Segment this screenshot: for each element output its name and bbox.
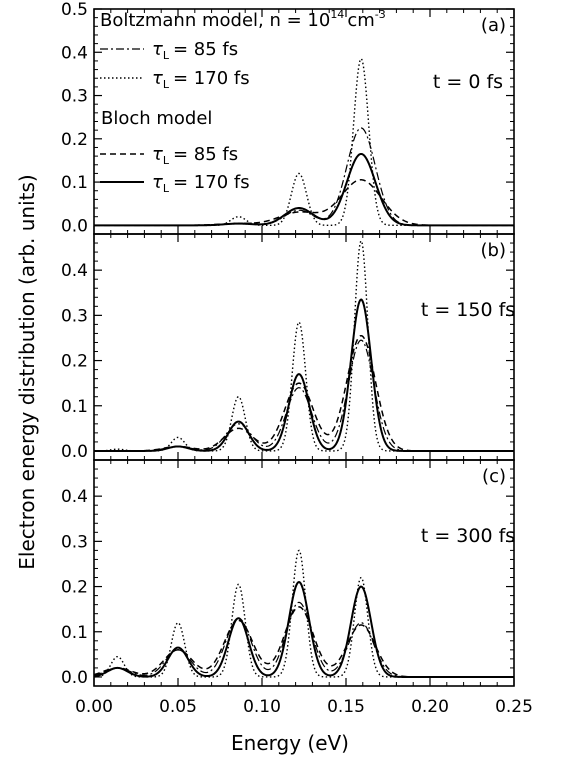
legend-group2-title: Bloch model [101,108,212,129]
y-tick-label: 0.0 [61,216,88,236]
series-line-boltzmann-85 [94,339,514,452]
series-line-boltzmann-170 [93,549,514,678]
data-curves [93,58,514,678]
y-tick-label: 0.1 [61,397,88,417]
legend-entry-label: τL = 170 fs [152,68,250,91]
y-tick-label: 0.2 [61,130,88,150]
y-tick-label: 0.3 [61,306,88,326]
y-tick-label: 0.0 [61,442,88,462]
y-tick-label: 0.0 [61,668,88,688]
y-tick-label: 0.4 [61,43,88,63]
x-tick-label: 0.10 [243,697,281,717]
y-tick-label: 0.1 [61,173,88,193]
legend-entry-label: τL = 85 fs [152,39,238,62]
legend: Boltzmann model, n = 1014 cm-3 Bloch mode… [100,8,386,195]
x-tick-label: 0.00 [75,697,113,717]
time-annotation: t = 300 fs [421,525,515,547]
series-line-boltzmann-170 [94,58,514,227]
legend-entry-label: τL = 85 fs [152,144,238,167]
x-tick-label: 0.15 [327,697,365,717]
panel-label: (a) [481,15,506,36]
y-tick-label: 0.1 [61,623,88,643]
series-line-bloch-170 [94,152,514,227]
time-annotation: t = 0 fs [433,71,503,93]
y-tick-label: 0.4 [61,487,88,507]
y-tick-label: 0.5 [61,0,88,20]
x-tick-label: 0.05 [159,697,197,717]
panel-frame [93,459,515,687]
y-tick-label: 0.2 [61,578,88,598]
time-annotation: t = 150 fs [421,299,515,321]
series-line-boltzmann-170 [93,240,514,452]
series-line-bloch-170 [93,581,514,678]
legend-group1-title: Boltzmann model, n = 1014 cm-3 [100,8,386,31]
axis-ticks [93,8,515,686]
series-line-bloch-170 [94,298,514,452]
x-tick-label: 0.20 [411,697,449,717]
y-tick-label: 0.3 [61,87,88,107]
tick-labels: 0.0 0.1 0.2 0.3 0.4 0.5 (a) t = 0 fs 0.0 0.1 0.2 0.… [61,0,533,717]
panel-label: (c) [482,466,506,487]
legend-entries: τL = 85 fs τL = 170 fs τL = 85 fs τL = 170 fs [100,39,250,195]
x-tick-label: 0.25 [495,697,533,717]
series-line-bloch-85 [93,606,514,678]
panel-label: (b) [481,240,506,261]
y-tick-label: 0.2 [61,352,88,372]
y-axis-title: Electron energy distribution (arb. units… [15,174,39,569]
y-tick-label: 0.4 [61,261,88,281]
series-line-boltzmann-85 [93,601,514,678]
legend-entry-label: τL = 170 fs [152,172,250,195]
series-line-bloch-85 [94,334,514,452]
y-tick-label: 0.3 [61,532,88,552]
x-axis-title: Energy (eV) [231,731,349,755]
